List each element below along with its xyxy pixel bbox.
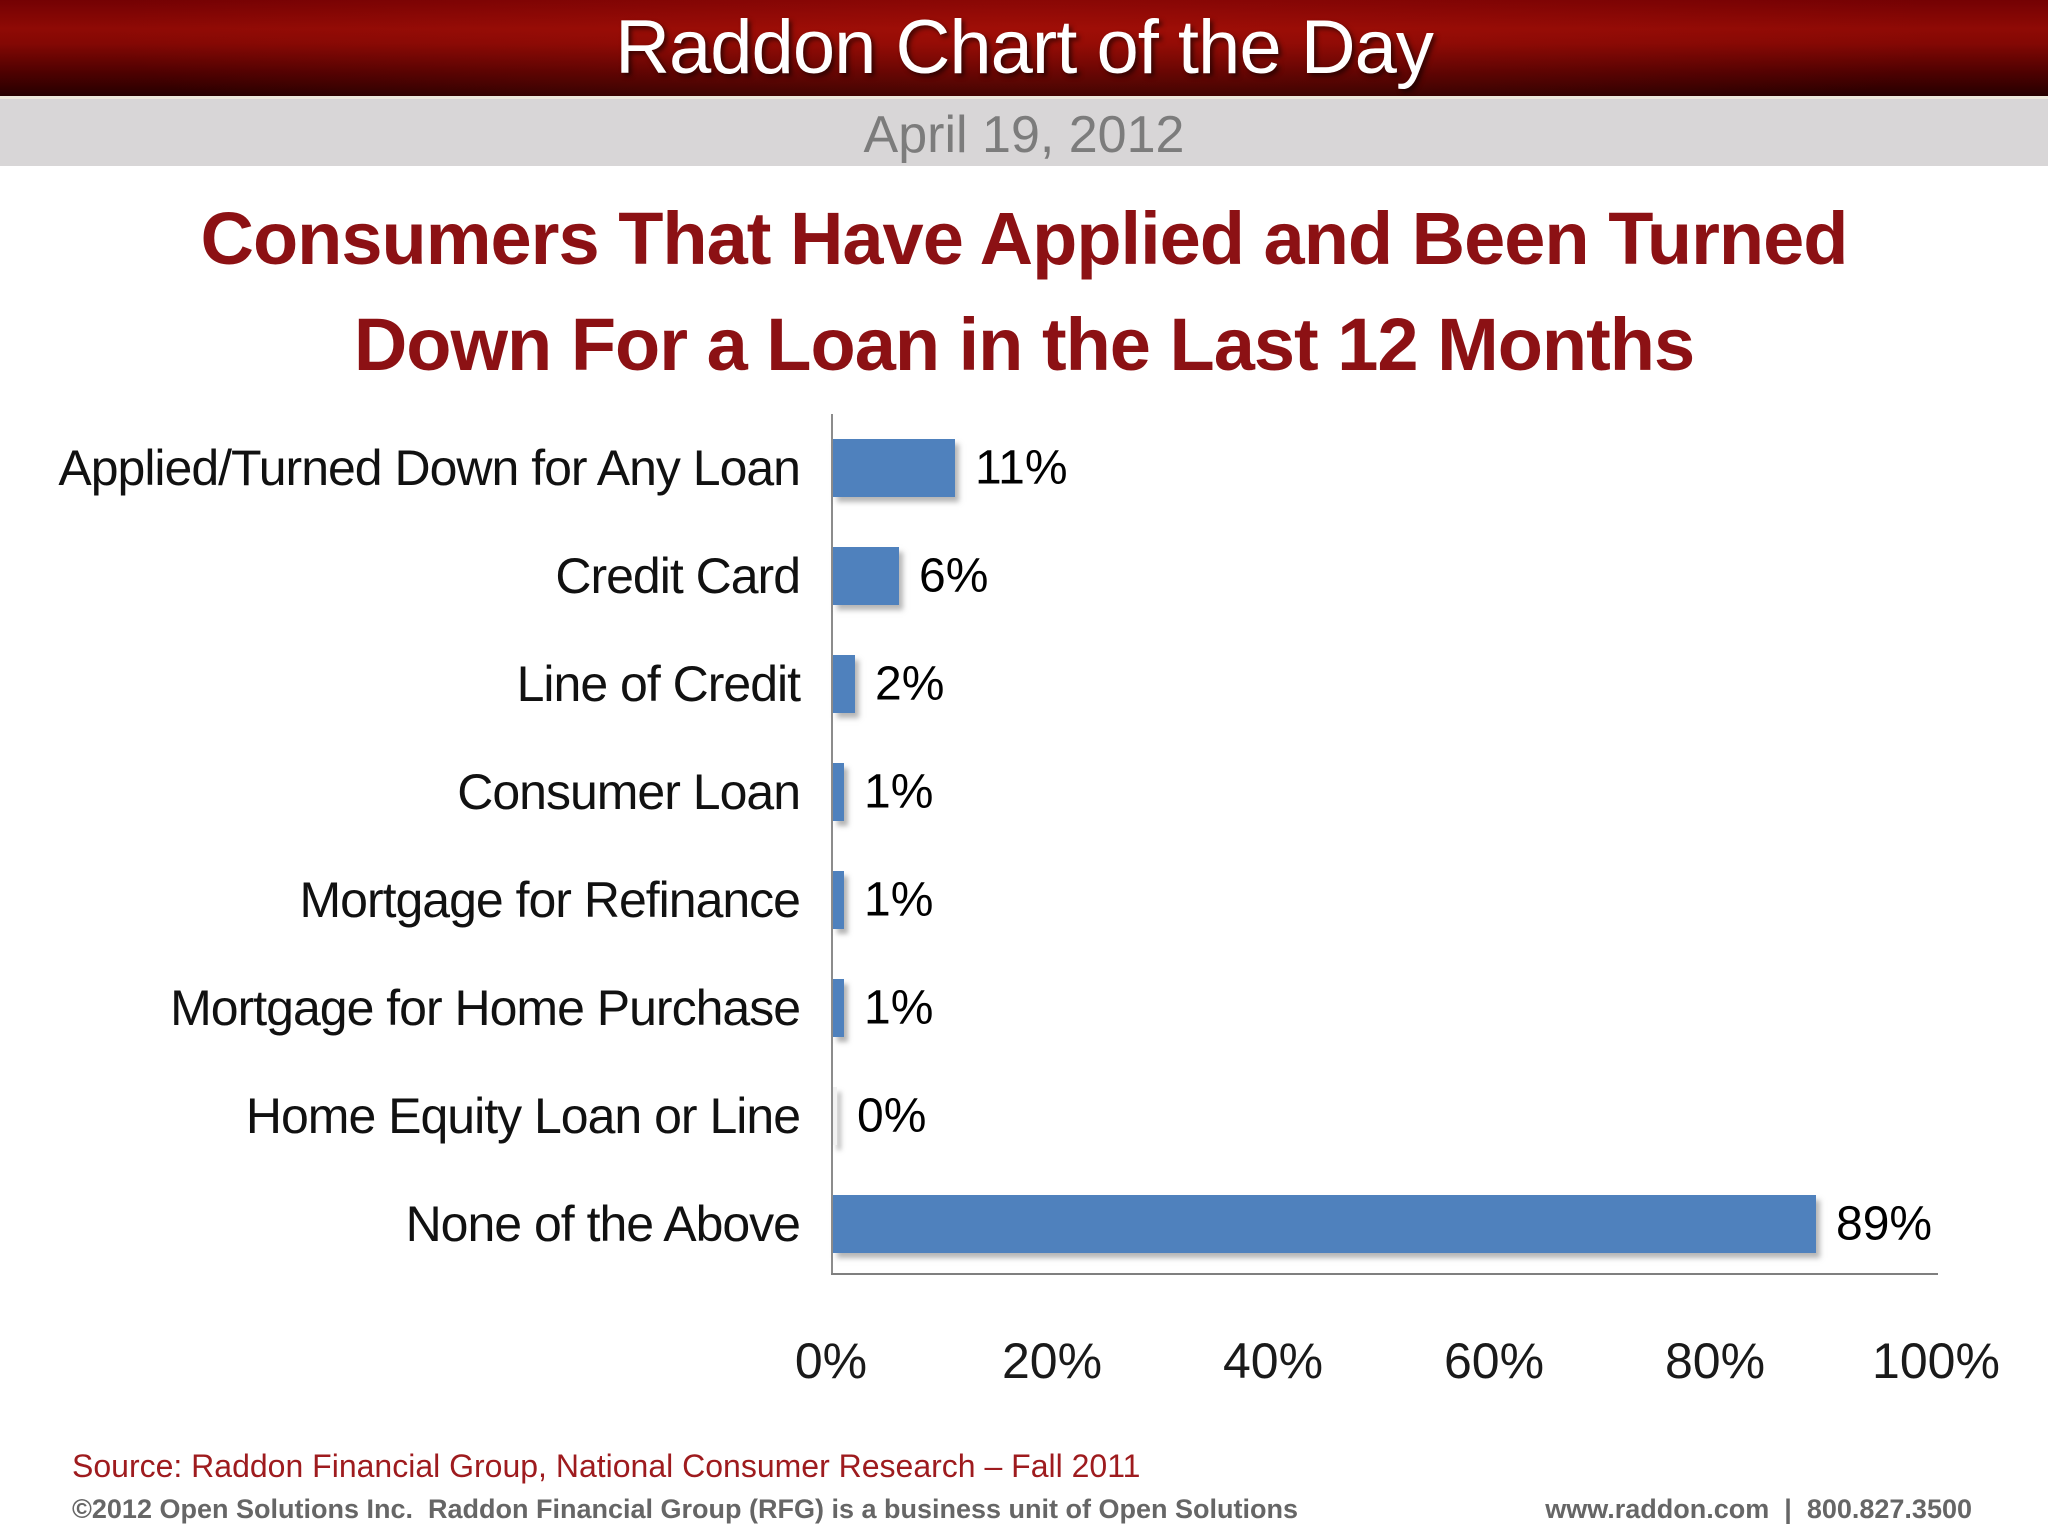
bar xyxy=(833,1087,837,1145)
chart-title-line2: Down For a Loan in the Last 12 Months xyxy=(353,303,1695,386)
chart-title-line1: Consumers That Have Applied and Been Tur… xyxy=(200,197,1849,280)
x-axis-line xyxy=(831,1273,1938,1275)
value-label: 1% xyxy=(864,765,934,819)
x-tick-label: 0% xyxy=(794,1333,868,1389)
bar xyxy=(833,1195,1816,1253)
category-label: Credit Card xyxy=(555,548,801,604)
slide-header-title: Raddon Chart of the Day xyxy=(615,5,1434,90)
contact-separator2 xyxy=(1792,1494,1807,1524)
y-axis-line xyxy=(831,414,833,1275)
value-label: 89% xyxy=(1836,1197,1933,1251)
date-bar: April 19, 2012 xyxy=(0,99,2048,166)
bar xyxy=(833,655,855,713)
category-label: Consumer Loan xyxy=(457,764,801,820)
x-tick-label: 80% xyxy=(1664,1333,1766,1389)
bar xyxy=(833,871,844,929)
separator-text: | xyxy=(1784,1494,1792,1524)
category-label: Line of Credit xyxy=(516,656,801,712)
bar xyxy=(833,547,899,605)
category-label: Mortgage for Home Purchase xyxy=(170,980,801,1036)
website-text: www.raddon.com xyxy=(1545,1494,1770,1524)
contact-separator xyxy=(1769,1494,1784,1524)
bar xyxy=(833,439,955,497)
category-label: Applied/Turned Down for Any Loan xyxy=(58,440,801,496)
value-label: 1% xyxy=(864,873,934,927)
slide-date: April 19, 2012 xyxy=(863,106,1185,164)
category-label: Mortgage for Refinance xyxy=(299,872,801,928)
x-tick-label: 40% xyxy=(1222,1333,1324,1389)
source-note: Source: Raddon Financial Group, National… xyxy=(72,1448,1141,1484)
x-tick-label: 60% xyxy=(1443,1333,1545,1389)
bar xyxy=(833,979,844,1037)
value-label: 6% xyxy=(919,549,989,603)
category-label: Home Equity Loan or Line xyxy=(245,1088,801,1144)
value-label: 11% xyxy=(975,441,1068,495)
x-tick-label: 100% xyxy=(1872,1333,2000,1389)
header-divider xyxy=(0,96,2048,99)
value-label: 2% xyxy=(875,657,945,711)
value-label: 1% xyxy=(864,981,934,1035)
category-label: None of the Above xyxy=(405,1196,801,1252)
slide-header-banner: Raddon Chart of the Day xyxy=(0,0,2048,96)
phone-text: 800.827.3500 xyxy=(1806,1494,1972,1524)
copyright-note: ©2012 Open Solutions Inc. Raddon Financi… xyxy=(72,1494,1298,1524)
bar xyxy=(833,763,844,821)
contact-info: www.raddon.com | 800.827.3500 xyxy=(1545,1494,1972,1525)
value-label: 0% xyxy=(857,1089,927,1143)
x-tick-label: 20% xyxy=(1001,1333,1103,1389)
chart-title: Consumers That Have Applied and Been Tur… xyxy=(0,186,2048,398)
